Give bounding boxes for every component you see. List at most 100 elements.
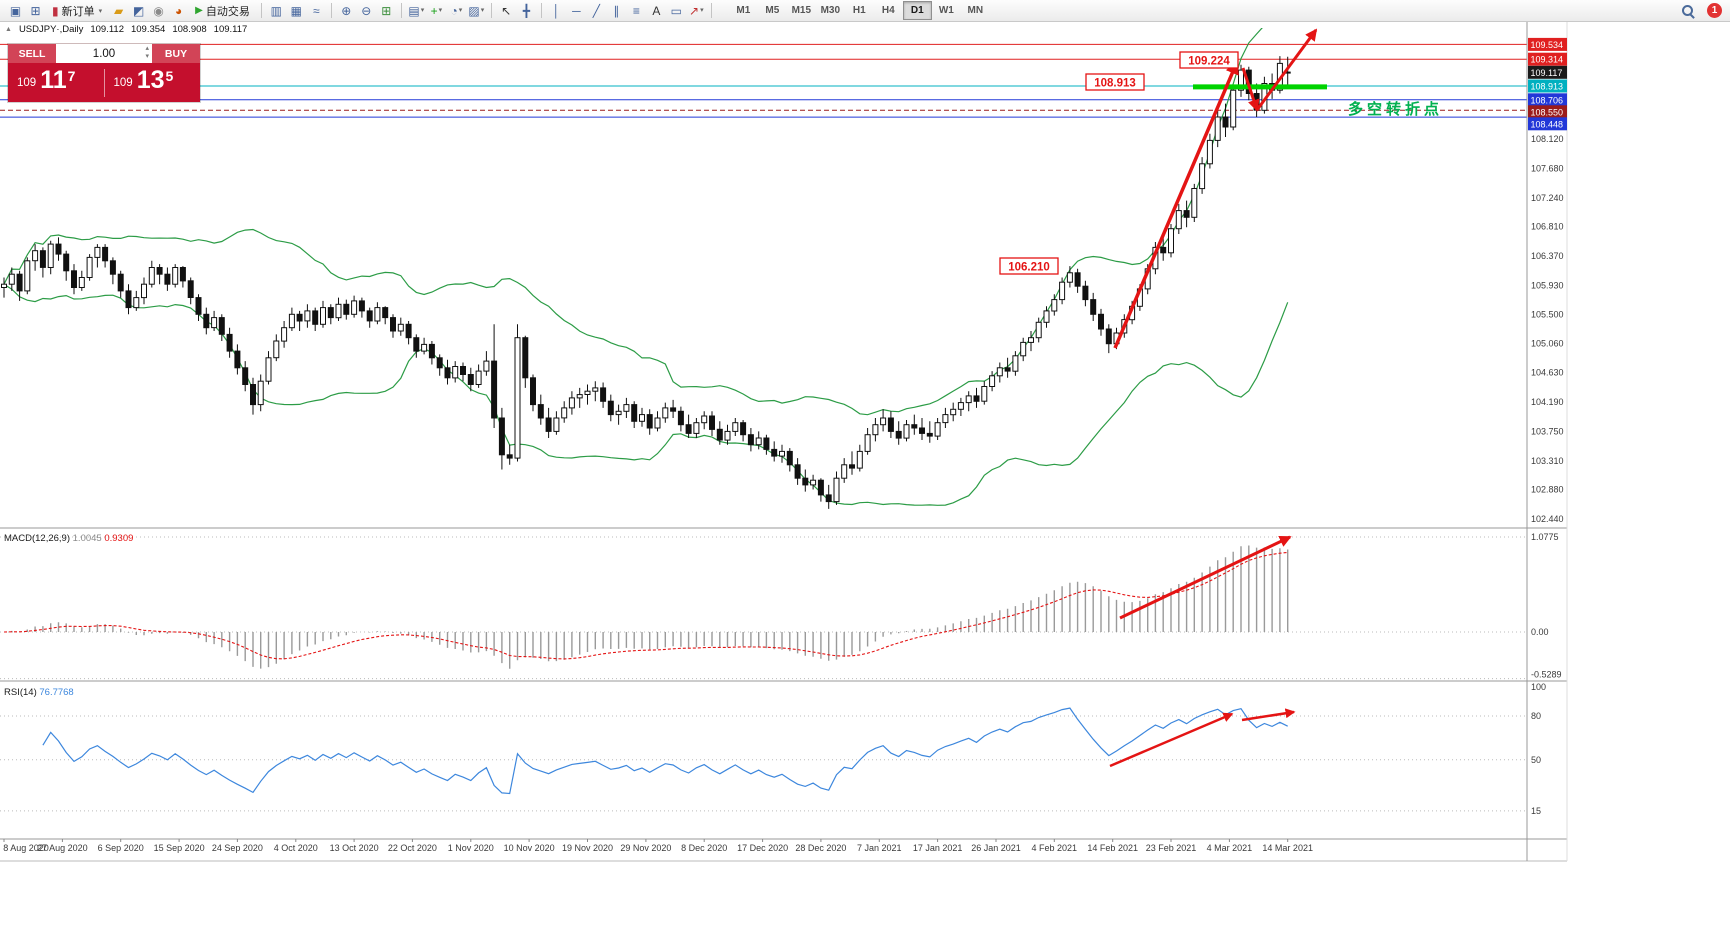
- svg-text:109.224: 109.224: [1188, 56, 1230, 68]
- price-scale[interactable]: 108.120 107.680 107.240 106.810 106.370 105.9…: [1531, 134, 1564, 524]
- buy-price-sup: 5: [165, 67, 174, 84]
- new-order-button[interactable]: ▮ 新订单 ▾: [46, 1, 108, 21]
- toolbar-separator: [260, 3, 262, 18]
- timeframe-m15[interactable]: M15: [791, 5, 812, 16]
- add-indicator-icon[interactable]: + ▾: [430, 3, 443, 18]
- label-icon[interactable]: ▭: [670, 3, 682, 18]
- svg-text:108.706: 108.706: [1531, 95, 1564, 105]
- svg-text:106.210: 106.210: [1008, 262, 1050, 274]
- trend-arrow[interactable]: [1255, 28, 1318, 111]
- toolbar: ▣ ⊞ ▮ 新订单 ▾ ▰ ◩ ◉ ◕ ▶ 自动交易 ▥ ▦ ≈ ⊕ ⊖ ⊞ ▤ ▾ + ▾ ◔ ▾ ▨ ▾ ↖ ╋ │…: [0, 0, 1730, 22]
- indicators-list-icon[interactable]: ▤ ▾: [408, 3, 425, 18]
- sell-price-sup: 7: [67, 67, 76, 84]
- community-icon[interactable]: ◕: [175, 3, 183, 18]
- timeframe-m30[interactable]: M30: [820, 5, 841, 16]
- svg-text:15: 15: [1531, 806, 1541, 816]
- search-icon[interactable]: [1680, 3, 1696, 19]
- template-icon[interactable]: ▨ ▾: [468, 3, 485, 18]
- svg-text:107.240: 107.240: [1531, 193, 1564, 203]
- timeframe-d1[interactable]: D1: [902, 1, 932, 20]
- svg-text:29 Nov 2020: 29 Nov 2020: [620, 843, 671, 853]
- bollinger-lower-band: [3, 283, 1289, 506]
- macd-label: MACD(12,26,9) 1.0045 0.9309: [4, 533, 133, 544]
- price-tag[interactable]: 109.224: [1179, 51, 1239, 69]
- zoom-in-icon[interactable]: ⊕: [341, 3, 352, 18]
- horizontal-line-icon[interactable]: ─: [572, 3, 581, 18]
- buy-price-prefix: 109: [113, 76, 133, 89]
- chevron-down-icon: ▾: [420, 7, 425, 14]
- chart-area[interactable]: 109.224 108.913 106.210 多空转折点 108.120 107.680…: [0, 22, 1568, 862]
- price-scale-tags: 109.534 109.314 109.117 108.913 108.706 108.5…: [1528, 37, 1567, 131]
- crosshair-icon[interactable]: ╋: [522, 3, 530, 18]
- svg-text:28 Dec 2020: 28 Dec 2020: [795, 843, 846, 853]
- autotrading-button[interactable]: ▶ 自动交易: [189, 1, 256, 21]
- trend-arrow[interactable]: [1119, 535, 1292, 620]
- chart-background[interactable]: [0, 22, 1568, 862]
- fibonacci-icon[interactable]: ≡: [632, 3, 640, 18]
- notification-badge[interactable]: 1: [1707, 3, 1722, 18]
- trend-arrow[interactable]: [1241, 708, 1296, 722]
- accounts-icon[interactable]: ◩: [132, 3, 145, 18]
- play-icon: ▶: [195, 5, 203, 16]
- svg-text:105.060: 105.060: [1531, 339, 1564, 349]
- tile-windows-icon[interactable]: ⊞: [381, 3, 392, 18]
- timeframe-m1[interactable]: M1: [736, 5, 751, 16]
- trendline-icon[interactable]: ╱: [592, 3, 600, 18]
- bollinger-upper-band: [3, 28, 1263, 416]
- buy-price[interactable]: 109 13 5: [105, 67, 201, 96]
- timeframe-m5[interactable]: M5: [765, 5, 780, 16]
- volume-up-icon[interactable]: ▴: [145, 45, 149, 52]
- new-order-icon: ▮: [52, 3, 59, 18]
- zoom-out-icon[interactable]: ⊖: [361, 3, 372, 18]
- deposit-icon[interactable]: ▰: [114, 3, 124, 18]
- svg-text:19 Nov 2020: 19 Nov 2020: [562, 843, 613, 853]
- one-click-trading-panel: SELL 1.00 ▴ ▾ BUY 109 11 7 109 13 5: [8, 44, 200, 102]
- timeframe-mn[interactable]: MN: [967, 5, 984, 16]
- buy-button[interactable]: BUY: [152, 44, 200, 63]
- chart-plus-icon[interactable]: ⊞: [30, 3, 41, 18]
- help-icon[interactable]: ◉: [153, 3, 164, 18]
- chevron-down-icon: ▾: [438, 7, 443, 14]
- volume-down-icon[interactable]: ▾: [145, 53, 149, 60]
- channel-icon[interactable]: ∥: [613, 3, 620, 18]
- timeframe-h4[interactable]: H4: [881, 5, 895, 16]
- rsi-line: [42, 707, 1288, 795]
- bar-chart-icon[interactable]: ▥: [270, 3, 282, 18]
- chart-expand-icon[interactable]: ▲: [5, 26, 12, 33]
- chevron-down-icon: ▾: [700, 7, 704, 14]
- trend-arrow[interactable]: [1113, 60, 1239, 349]
- trend-arrow[interactable]: [1109, 712, 1234, 768]
- price-tag[interactable]: 106.210: [999, 257, 1059, 275]
- sell-button[interactable]: SELL: [8, 44, 56, 63]
- vertical-line-icon[interactable]: │: [552, 3, 561, 18]
- svg-text:24 Sep 2020: 24 Sep 2020: [212, 843, 263, 853]
- svg-text:105.500: 105.500: [1531, 309, 1564, 319]
- svg-text:102.440: 102.440: [1531, 514, 1564, 524]
- svg-text:103.310: 103.310: [1531, 456, 1564, 466]
- low-value: 108.908: [172, 24, 207, 35]
- cn-annotation[interactable]: 多空转折点: [1348, 100, 1443, 118]
- svg-text:13 Oct 2020: 13 Oct 2020: [330, 843, 379, 853]
- price-tag[interactable]: 108.913: [1085, 73, 1145, 91]
- shapes-icon[interactable]: ↗ ▾: [689, 3, 704, 18]
- chart-window-icon[interactable]: ▣: [9, 3, 22, 18]
- timeframe-bar: M1 M5 M15 M30 H1 H4 D1 W1 MN: [729, 1, 990, 20]
- svg-text:102.880: 102.880: [1531, 485, 1564, 495]
- volume-input[interactable]: 1.00 ▴ ▾: [56, 44, 152, 63]
- toolbar-separator: [330, 3, 332, 18]
- candlestick-chart-icon[interactable]: ▦: [290, 3, 302, 18]
- chevron-down-icon: ▾: [98, 7, 103, 15]
- timeframe-clock-icon[interactable]: ◔ ▾: [450, 3, 463, 18]
- cursor-icon[interactable]: ↖: [501, 3, 512, 18]
- line-chart-icon[interactable]: ≈: [313, 3, 320, 18]
- svg-text:108.913: 108.913: [1094, 78, 1136, 90]
- timeframe-w1[interactable]: W1: [938, 5, 954, 16]
- svg-text:109.534: 109.534: [1531, 40, 1564, 50]
- svg-text:106.810: 106.810: [1531, 222, 1564, 232]
- timeframe-h1[interactable]: H1: [852, 5, 866, 16]
- text-icon[interactable]: A: [652, 3, 661, 18]
- sell-price[interactable]: 109 11 7: [8, 67, 104, 96]
- open-value: 109.112: [90, 24, 124, 35]
- trend-arrow[interactable]: [1241, 67, 1260, 112]
